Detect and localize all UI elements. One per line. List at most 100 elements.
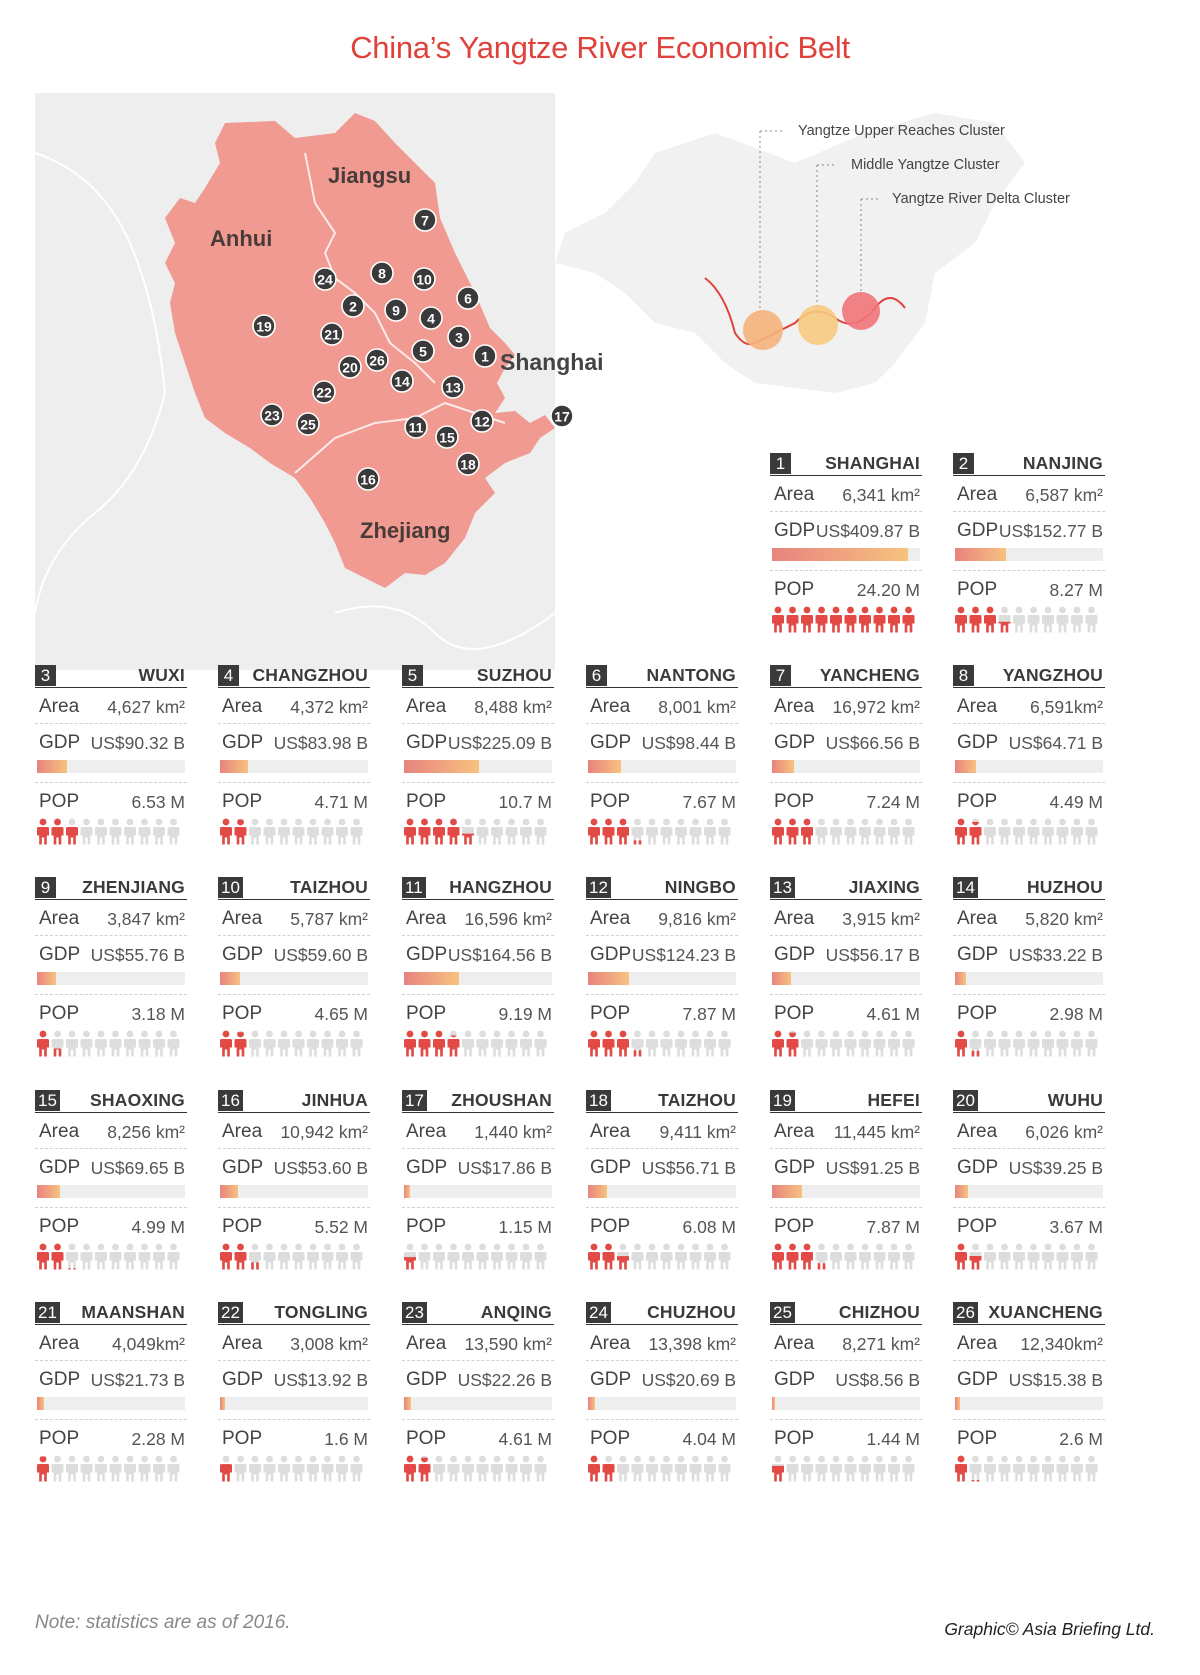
person-icon (51, 818, 64, 845)
pop-label: POP (39, 791, 80, 812)
city-marker-circle (338, 355, 362, 379)
person-icon (1042, 1030, 1054, 1057)
city-card: 23 ANQING Area 13,590 km² GDP US$22.26 B… (402, 1302, 554, 1498)
person-icon (447, 1455, 460, 1482)
person-icon (1071, 1243, 1083, 1270)
person-icon (433, 1455, 445, 1482)
city-marker: 3 (447, 325, 471, 349)
person-icon (491, 1243, 503, 1270)
gdp-value: US$17.86 B (457, 1158, 552, 1178)
person-icon (859, 1030, 871, 1057)
city-marker-number: 15 (439, 430, 455, 446)
gdp-bar-fill (772, 972, 791, 985)
person-icon (292, 1030, 305, 1057)
city-marker-number: 18 (460, 457, 476, 473)
pop-label: POP (406, 1216, 447, 1237)
area-label: Area (222, 1333, 263, 1354)
pop-value: 4.61 M (498, 1429, 553, 1449)
area-value: 16,596 km² (464, 909, 552, 929)
person-icon (888, 1455, 900, 1482)
row-separator (35, 773, 187, 783)
city-number-badge: 10 (218, 877, 243, 898)
person-icon (350, 1243, 363, 1270)
row-separator (35, 985, 187, 995)
city-marker: 9 (384, 298, 408, 322)
city-marker-number: 10 (416, 272, 432, 288)
city-marker-number: 16 (360, 472, 376, 488)
area-value: 13,398 km² (648, 1334, 736, 1354)
row-separator (953, 1198, 1105, 1208)
person-icon (1027, 1030, 1040, 1057)
person-icon (109, 1243, 122, 1270)
person-icon (51, 1455, 64, 1482)
city-marker-circle (390, 369, 414, 393)
person-icon (1013, 1030, 1025, 1057)
person-icon (278, 1030, 290, 1057)
city-number-badge: 16 (218, 1090, 243, 1111)
pop-value: 4.65 M (314, 1004, 369, 1024)
people-icons (955, 1243, 1098, 1270)
city-name: ZHOUSHAN (451, 1090, 552, 1110)
city-card: 11 HANGZHOU Area 16,596 km² GDP US$164.5… (402, 877, 554, 1073)
person-icon (617, 818, 629, 845)
city-marker: 16 (356, 467, 380, 491)
person-icon (249, 1030, 261, 1057)
area-label: Area (222, 1121, 263, 1142)
person-icon (859, 1455, 871, 1482)
city-number-badge: 12 (586, 877, 611, 898)
row-separator (218, 1198, 370, 1208)
gdp-row: GDP US$66.56 B (770, 724, 922, 760)
area-value: 6,587 km² (1025, 485, 1103, 505)
person-icon (1027, 606, 1040, 633)
people-icons (588, 1455, 731, 1482)
gdp-value: US$225.09 B (447, 733, 552, 753)
gdp-row: GDP US$53.60 B (218, 1149, 370, 1185)
person-icon (844, 1030, 857, 1057)
person-icon (534, 1455, 547, 1482)
pop-row: POP 24.20 M (770, 571, 922, 605)
person-icon (1085, 818, 1098, 845)
city-number-badge: 7 (770, 665, 791, 686)
area-value: 3,008 km² (290, 1334, 368, 1354)
row-separator (586, 773, 738, 783)
person-icon (998, 606, 1011, 633)
person-icon (95, 1455, 107, 1482)
gdp-row: GDP US$56.17 B (770, 936, 922, 972)
gdp-bar-track (955, 548, 1103, 561)
card-header: 24 CHUZHOU (586, 1302, 738, 1325)
card-header: 9 ZHENJIANG (35, 877, 187, 900)
city-number-badge: 18 (586, 1090, 611, 1111)
pop-value: 4.99 M (131, 1217, 186, 1237)
population-pictogram (37, 1242, 187, 1270)
pop-value: 7.24 M (866, 792, 921, 812)
city-marker-number: 7 (421, 213, 429, 229)
person-icon (447, 1030, 460, 1057)
city-marker-number: 1 (481, 349, 489, 365)
province-label-jiangsu: Jiangsu (328, 163, 411, 188)
pop-label: POP (406, 791, 447, 812)
person-icon (138, 1455, 151, 1482)
city-card: 24 CHUZHOU Area 13,398 km² GDP US$20.69 … (586, 1302, 738, 1498)
city-marker-circle (313, 267, 337, 291)
card-header: 14 HUZHOU (953, 877, 1105, 900)
population-pictogram (404, 1029, 554, 1057)
row-separator (953, 985, 1105, 995)
area-label: Area (39, 908, 80, 929)
pop-label: POP (406, 1428, 447, 1449)
person-icon (167, 1243, 180, 1270)
person-icon (772, 1243, 784, 1270)
person-icon (1027, 818, 1040, 845)
gdp-bar-track (955, 1185, 1103, 1198)
person-icon (660, 1030, 673, 1057)
person-icon (336, 1030, 348, 1057)
person-icon (167, 1030, 180, 1057)
gdp-label: GDP (590, 944, 632, 965)
city-card: 8 YANGZHOU Area 6,591km² GDP US$64.71 B … (953, 665, 1105, 861)
area-label: Area (957, 1333, 998, 1354)
gdp-bar-fill (955, 548, 1006, 561)
card-header: 16 JINHUA (218, 1090, 370, 1113)
person-icon (984, 1455, 996, 1482)
gdp-value: US$22.26 B (457, 1370, 552, 1390)
person-icon (815, 606, 828, 633)
population-pictogram (404, 1454, 554, 1482)
